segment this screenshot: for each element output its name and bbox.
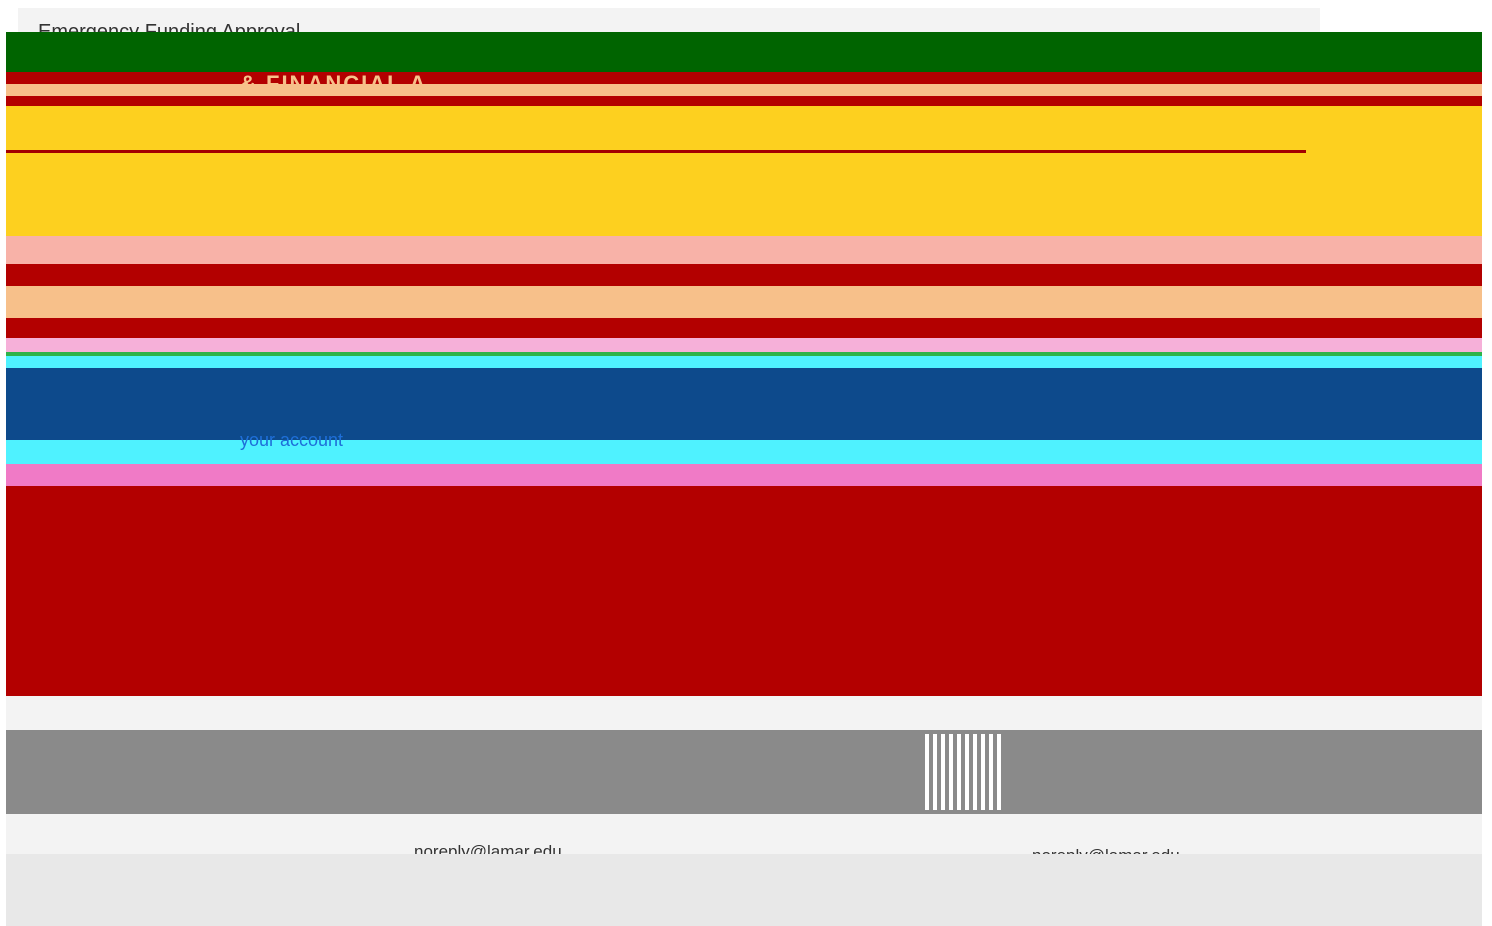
message-body-block xyxy=(6,486,1482,696)
footer-pattern xyxy=(925,734,1005,810)
subject-bar xyxy=(18,8,1320,32)
content-stripe xyxy=(6,264,1482,286)
banner-stripe xyxy=(6,72,1482,84)
content-stripe xyxy=(6,464,1482,486)
divider xyxy=(6,150,1306,153)
banner-block xyxy=(6,106,1482,236)
footer-stripe xyxy=(6,814,1482,854)
footer-stripe xyxy=(6,696,1482,730)
content-stripe xyxy=(6,286,1482,318)
footer-block xyxy=(6,730,1482,814)
content-stripe xyxy=(6,352,1482,356)
content-stripe xyxy=(6,318,1482,338)
reading-pane-bottom xyxy=(6,854,1482,926)
content-stripe xyxy=(6,440,1482,464)
banner-stripe xyxy=(6,84,1482,96)
banner-title: & FINANCIAL A xyxy=(240,71,428,96)
content-stripe xyxy=(6,338,1482,352)
content-block xyxy=(6,368,1482,440)
banner-stripe xyxy=(6,96,1482,106)
content-stripe xyxy=(6,236,1482,264)
content-stripe xyxy=(6,356,1482,368)
account-link[interactable]: your account xyxy=(240,430,344,450)
email-header-band xyxy=(6,32,1482,72)
